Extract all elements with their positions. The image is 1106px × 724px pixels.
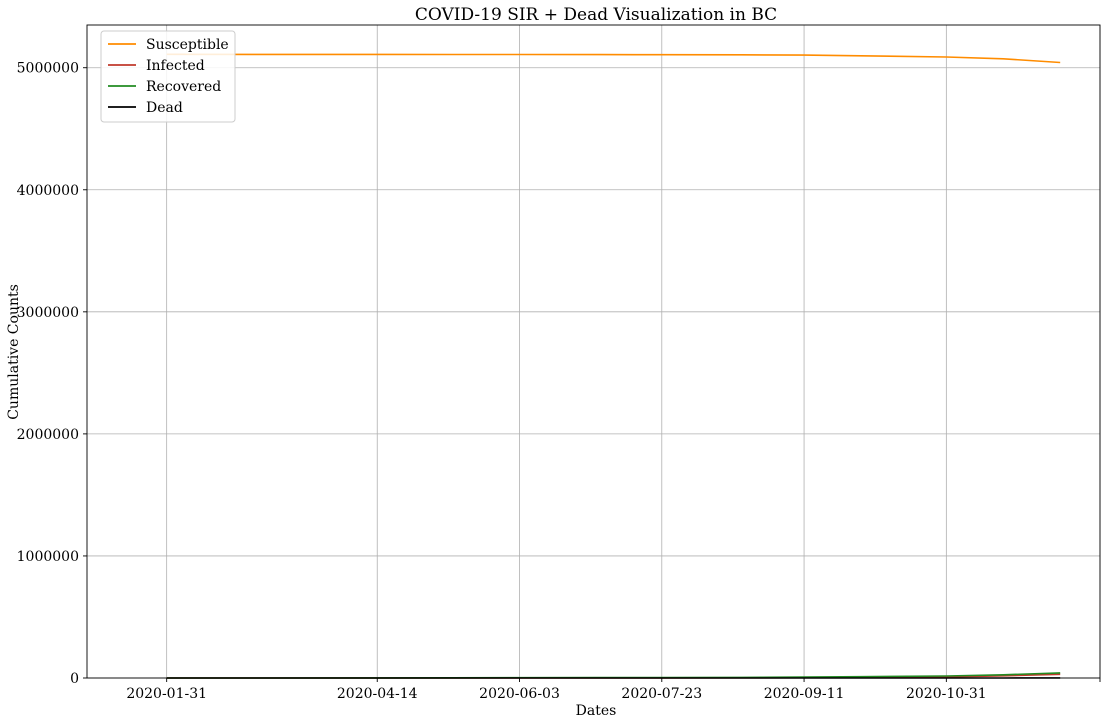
chart-title: COVID-19 SIR + Dead Visualization in BC (415, 5, 777, 25)
y-tick-label: 4000000 (17, 183, 79, 199)
plot-frame (86, 24, 1101, 679)
x-tick-label: 2020-07-23 (621, 686, 702, 702)
series-line-susceptible (166, 53, 1061, 64)
x-tick-label: 2020-10-31 (906, 686, 987, 702)
x-axis: 2020-01-31 2020-04-14 2020-06-03 2020-07-23… (126, 678, 1101, 702)
y-tick-label: 2000000 (17, 427, 79, 443)
x-tick-label: 2020-06-03 (479, 686, 560, 702)
y-axis-label: Cumulative Counts (6, 284, 22, 420)
legend-label: Dead (146, 100, 183, 116)
series-lines (166, 53, 1061, 679)
x-axis-label: Dates (576, 703, 617, 719)
y-tick-label: 0 (70, 671, 79, 687)
y-tick-label: 5000000 (17, 61, 79, 77)
y-axis: 0 1000000 2000000 3000000 4000000 5000000 (17, 61, 87, 687)
x-tick-label: 2020-01-31 (126, 686, 207, 702)
legend-label: Infected (146, 58, 205, 74)
legend-label: Susceptible (146, 37, 229, 53)
x-tick-label: 2020-04-14 (337, 686, 418, 702)
grid (87, 25, 1101, 679)
legend-label: Recovered (146, 79, 221, 95)
legend: Susceptible Infected Recovered Dead (100, 30, 236, 123)
x-tick-label: 2020-09-11 (764, 686, 845, 702)
y-tick-label: 1000000 (17, 549, 79, 565)
y-tick-label: 3000000 (17, 305, 79, 321)
legend-box (100, 30, 236, 123)
